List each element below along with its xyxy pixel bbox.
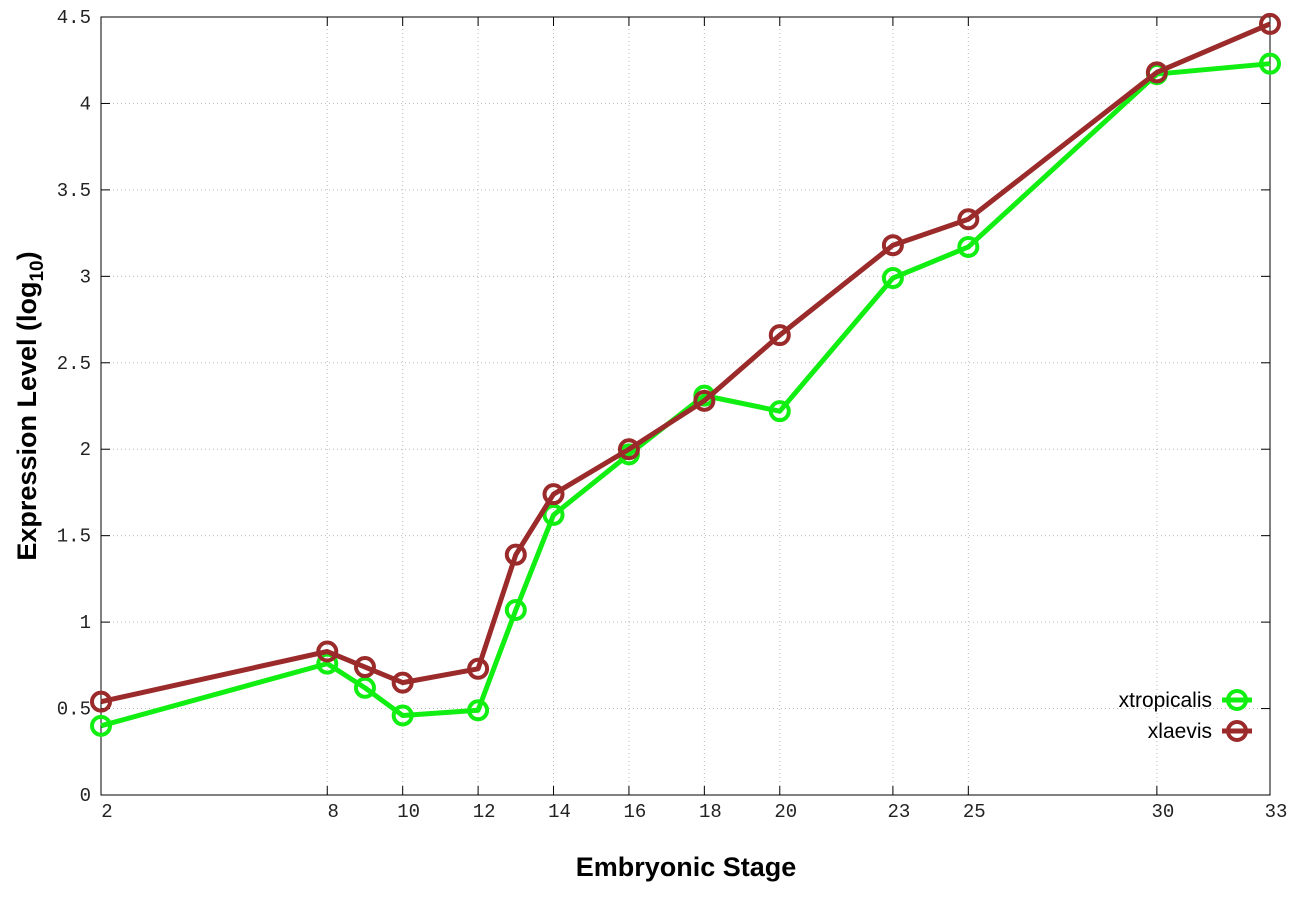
y-tick-label: 2.5 [57,353,91,375]
data-point [693,389,716,412]
data-point [542,503,565,526]
x-tick-label: 2 [101,801,112,823]
y-tick-label: 3.5 [57,180,91,202]
data-point [504,599,527,622]
data-point [1259,52,1281,75]
data-point [316,652,339,675]
y-axis-title-text: Expression Level (log [12,282,42,561]
x-tick-label: 16 [624,801,647,823]
data-point [617,438,640,461]
series-line [100,61,1271,729]
data-point [957,208,980,231]
data-point [768,324,791,347]
x-tick-label: 8 [328,801,339,823]
y-tick-label: 2 [80,439,91,461]
x-tick-label: 18 [699,801,722,823]
y-tick-label: 3 [80,266,91,288]
y-tick-label: 1.5 [57,526,91,548]
x-tick-label: 10 [397,801,420,823]
y-tick-label: 4 [80,93,91,115]
legend-marker [1226,720,1248,742]
data-point [467,699,490,722]
x-tick-label: 23 [887,801,910,823]
data-point [957,235,980,258]
x-tick-label: 14 [548,801,571,823]
legend-label: xtropicalis [1119,689,1212,712]
data-point [542,483,565,506]
data-point [881,234,904,257]
data-point [467,657,490,680]
data-point [316,640,339,663]
plot-frame [100,16,1271,796]
legend-marker [1226,689,1248,711]
data-point [391,704,414,727]
x-tick-label: 12 [473,801,496,823]
y-tick-label: 0 [80,785,91,807]
data-point [881,267,904,290]
x-axis-title: Embryonic Stage [576,852,797,882]
data-point [504,543,527,566]
y-tick-label: 0.5 [57,699,91,721]
data-point [391,671,414,694]
data-point [768,400,791,423]
y-axis-title-subscript: 10 [27,260,48,281]
y-tick-label: 1 [80,612,91,634]
data-point [353,656,376,679]
series-line [100,21,1271,705]
y-axis-title: Expression Level (log10) [12,251,48,560]
data-point [1259,12,1281,35]
legend-label: xlaevis [1148,720,1212,743]
data-point [90,714,112,737]
y-tick-label: 4.5 [57,7,91,29]
y-axis-title-suffix: ) [12,251,42,260]
data-point [1145,61,1168,84]
x-tick-label: 25 [963,801,986,823]
data-point [353,676,376,699]
x-tick-label: 20 [774,801,797,823]
x-tick-label: 30 [1151,801,1174,823]
x-tick-label: 33 [1265,801,1288,823]
data-point [90,690,112,713]
